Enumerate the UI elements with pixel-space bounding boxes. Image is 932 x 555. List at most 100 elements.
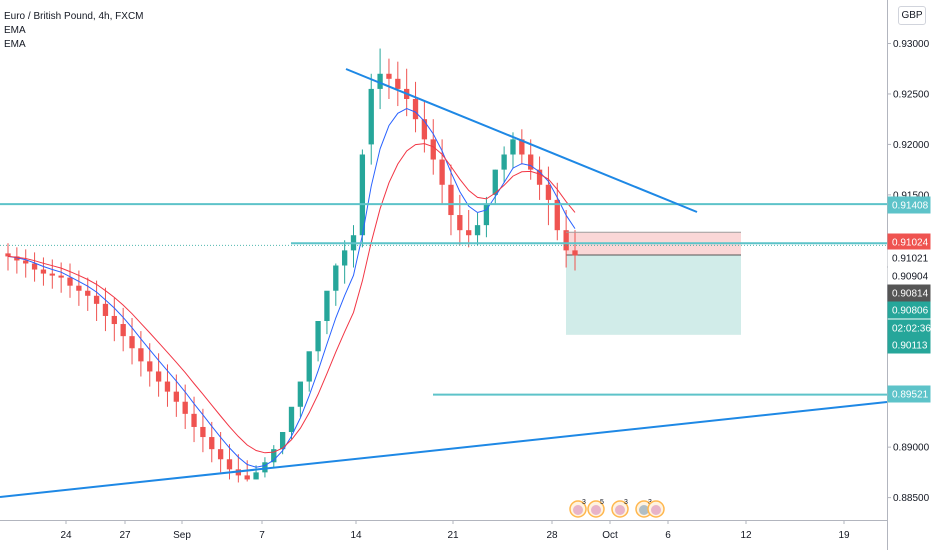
- candle-body: [297, 381, 304, 407]
- candle-body: [377, 73, 383, 89]
- candle-body: [545, 184, 552, 200]
- price-label-text: 0.91021: [892, 254, 929, 265]
- flag-icon: [651, 505, 661, 515]
- candle-body: [457, 215, 463, 231]
- candle-body: [217, 449, 224, 460]
- candle-body: [333, 265, 339, 291]
- x-tick-label: 21: [447, 530, 459, 541]
- y-tick-label: 0.92000: [893, 140, 930, 151]
- x-tick-label: 12: [740, 530, 752, 541]
- candle: [23, 249, 29, 278]
- candle: [14, 247, 20, 274]
- candle-body: [271, 449, 277, 463]
- price-label-text: 0.90814: [892, 289, 929, 300]
- event-badge[interactable]: 3: [635, 499, 653, 518]
- currency-button[interactable]: GBP: [898, 6, 926, 25]
- candle: [306, 351, 312, 392]
- ema-slow-line: [7, 143, 576, 454]
- candle-body: [40, 269, 47, 274]
- candle-body: [200, 426, 206, 438]
- candle: [67, 263, 73, 298]
- candle-body: [359, 154, 366, 236]
- event-badge[interactable]: [647, 500, 665, 518]
- price-label-box: [887, 267, 931, 285]
- price-label: 0.90806: [887, 301, 931, 319]
- price-label-text: 0.91024: [892, 238, 929, 249]
- candle-body: [474, 225, 481, 236]
- candle: [217, 432, 224, 473]
- candle: [368, 73, 374, 165]
- x-tick-label: 14: [350, 530, 362, 541]
- candle-body: [439, 159, 445, 185]
- candle-body: [262, 462, 268, 473]
- candle-body: [288, 406, 295, 433]
- candle: [58, 262, 64, 293]
- candle-body: [501, 154, 507, 170]
- candle-body: [368, 88, 374, 145]
- candle: [341, 240, 348, 284]
- price-label-box: [887, 196, 931, 214]
- candle: [474, 213, 481, 246]
- candle: [271, 445, 277, 468]
- candle: [536, 156, 543, 200]
- candle: [466, 210, 472, 248]
- candle-body: [49, 273, 55, 276]
- candle: [200, 408, 206, 453]
- candle: [76, 270, 82, 306]
- candle-body: [492, 169, 498, 195]
- candle-body: [306, 351, 312, 382]
- candle: [49, 259, 55, 289]
- candle-body: [31, 263, 38, 270]
- candle-body: [536, 169, 543, 185]
- candle-body: [111, 315, 117, 325]
- candle: [492, 169, 498, 205]
- candle-body: [412, 99, 419, 120]
- candle-body: [129, 336, 135, 349]
- candle-body: [182, 401, 188, 414]
- trendline-support[interactable]: [0, 401, 888, 498]
- candle: [528, 139, 534, 180]
- candle-body: [155, 371, 162, 382]
- candle-body: [430, 139, 436, 160]
- candle: [120, 307, 126, 352]
- x-tick-label: 19: [838, 530, 850, 541]
- candle-body: [519, 139, 525, 155]
- flag-icon: [591, 505, 601, 515]
- price-label-text: 0.89521: [892, 390, 929, 401]
- candle-body: [14, 256, 20, 261]
- price-label-text: 0.90904: [892, 272, 929, 283]
- candle: [359, 149, 366, 248]
- candle-body: [102, 303, 109, 316]
- event-badge-count: 3: [582, 499, 586, 506]
- price-label-text: 0.90113: [892, 341, 928, 352]
- candle: [519, 129, 525, 165]
- candle: [102, 287, 109, 332]
- candle-body: [67, 277, 73, 286]
- price-label-box: [887, 319, 931, 337]
- price-label-box: [887, 249, 931, 267]
- candle: [31, 252, 38, 282]
- candle-body: [5, 253, 11, 257]
- candle: [501, 146, 507, 183]
- event-badge[interactable]: 5: [587, 499, 605, 518]
- candle-body: [395, 78, 401, 89]
- event-badge[interactable]: 3: [611, 499, 629, 518]
- trendline-resistance[interactable]: [345, 68, 698, 213]
- candle-body: [244, 475, 250, 480]
- candle-body: [164, 381, 171, 392]
- y-tick-label: 0.91500: [893, 190, 930, 201]
- flag-icon: [573, 505, 583, 515]
- event-badge[interactable]: 3: [569, 499, 587, 518]
- indicator-ema-1[interactable]: EMA: [4, 25, 26, 36]
- take-profit-zone[interactable]: [566, 255, 741, 335]
- candle: [209, 421, 215, 463]
- candle-body: [341, 250, 348, 266]
- candle-body: [315, 321, 321, 352]
- candle-body: [510, 139, 516, 155]
- indicator-ema-2[interactable]: EMA: [4, 39, 26, 50]
- event-badge-count: 3: [624, 499, 628, 506]
- price-label-box: [887, 385, 931, 403]
- candle-body: [448, 184, 454, 216]
